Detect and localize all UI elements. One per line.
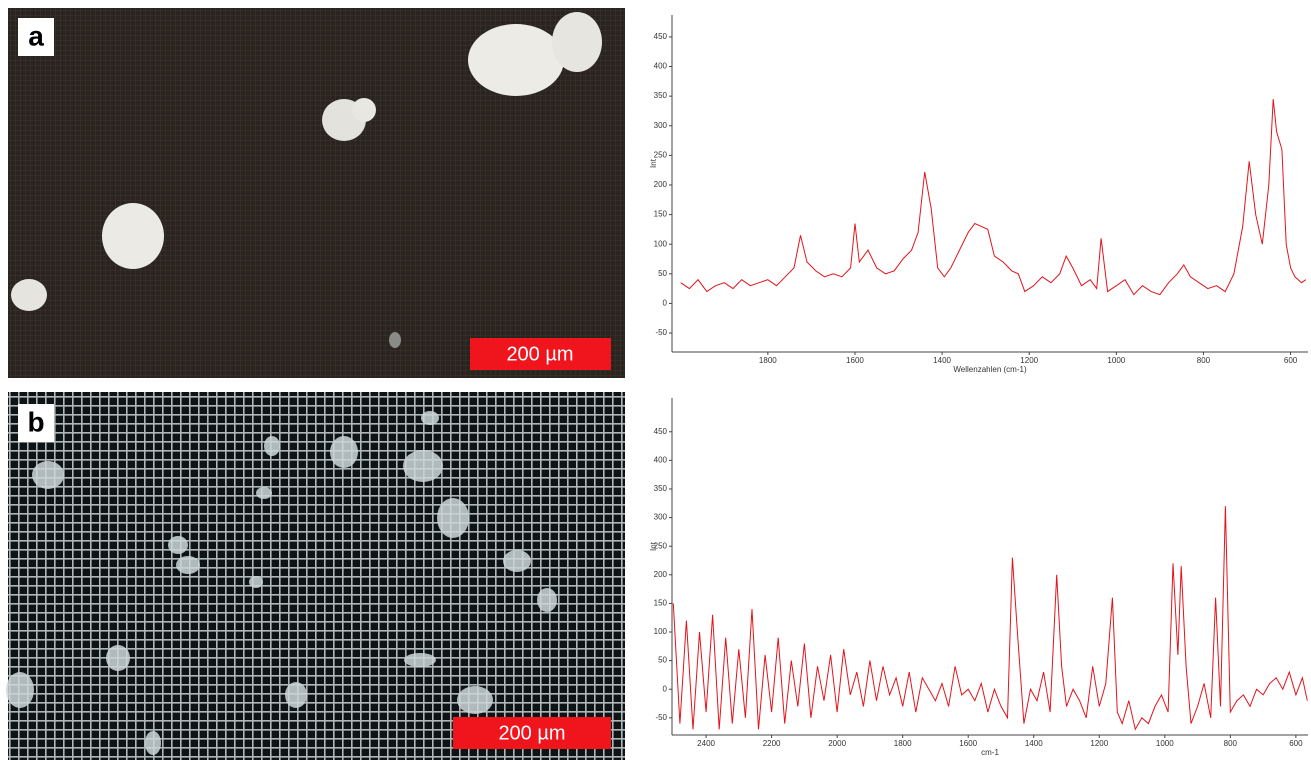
y-tick-label: 0 <box>663 684 668 693</box>
y-tick-label: 350 <box>654 91 668 100</box>
x-axis-label: Wellenzahlen (cm-1) <box>953 365 1027 374</box>
spectrum-chart: -50 0 50 100 150 200 250 300 350 400 450 1800 1600 14… <box>649 15 1308 374</box>
x-tick-label: 2200 <box>763 739 781 748</box>
x-tick-label: 2000 <box>828 739 846 748</box>
y-tick-label: 50 <box>658 269 667 278</box>
y-tick-label: 300 <box>654 513 668 522</box>
x-tick-label: 1400 <box>1025 739 1043 748</box>
y-tick-label: 200 <box>654 180 668 189</box>
scale-bar: 200 µm <box>498 722 565 744</box>
y-tick-label: 100 <box>654 627 668 636</box>
y-tick-label: 450 <box>654 32 668 41</box>
micrograph-b: b 200 µm <box>6 392 625 760</box>
x-tick-label: 1600 <box>846 356 864 365</box>
scale-bar: 200 µm <box>506 343 573 365</box>
panel-label: b <box>27 406 44 437</box>
x-tick-label: 800 <box>1224 739 1238 748</box>
x-tick-label: 1400 <box>933 356 951 365</box>
micrograph-a: a 200 µm <box>8 8 625 378</box>
x-tick-label: 2400 <box>697 739 715 748</box>
y-tick-label: 400 <box>654 455 668 464</box>
x-tick-label: 1000 <box>1107 356 1125 365</box>
y-tick-label: 300 <box>654 121 668 130</box>
y-tick-label: 450 <box>654 427 668 436</box>
y-axis-label: Int <box>649 158 658 168</box>
x-tick-label: 1800 <box>894 739 912 748</box>
y-tick-label: 400 <box>654 62 668 71</box>
x-tick-label: 1600 <box>959 739 977 748</box>
y-tick-label: 150 <box>654 210 668 219</box>
panel-label: a <box>28 20 44 51</box>
y-tick-label: 0 <box>663 299 668 308</box>
y-tick-label: 350 <box>654 484 668 493</box>
x-axis-label: cm-1 <box>981 748 999 757</box>
x-tick-label: 1000 <box>1156 739 1174 748</box>
y-tick-label: 100 <box>654 239 668 248</box>
spectrum-line <box>681 99 1306 295</box>
y-tick-label: 50 <box>658 656 667 665</box>
x-tick-label: 600 <box>1284 356 1298 365</box>
x-tick-label: 800 <box>1197 356 1211 365</box>
y-axis-label: Int <box>649 541 658 551</box>
y-tick-label: -50 <box>655 328 667 337</box>
spectrum-line <box>673 506 1307 729</box>
x-tick-label: 1800 <box>759 356 777 365</box>
y-tick-label: 250 <box>654 150 668 159</box>
x-tick-label: 1200 <box>1090 739 1108 748</box>
x-tick-label: 1200 <box>1020 356 1038 365</box>
figure: a 200 µm b 200 µm -50 0 50 100 150 200 250 300 3… <box>0 0 1311 760</box>
y-tick-label: 200 <box>654 570 668 579</box>
y-tick-label: -50 <box>655 713 667 722</box>
x-tick-label: 600 <box>1289 739 1303 748</box>
y-tick-label: 150 <box>654 599 668 608</box>
